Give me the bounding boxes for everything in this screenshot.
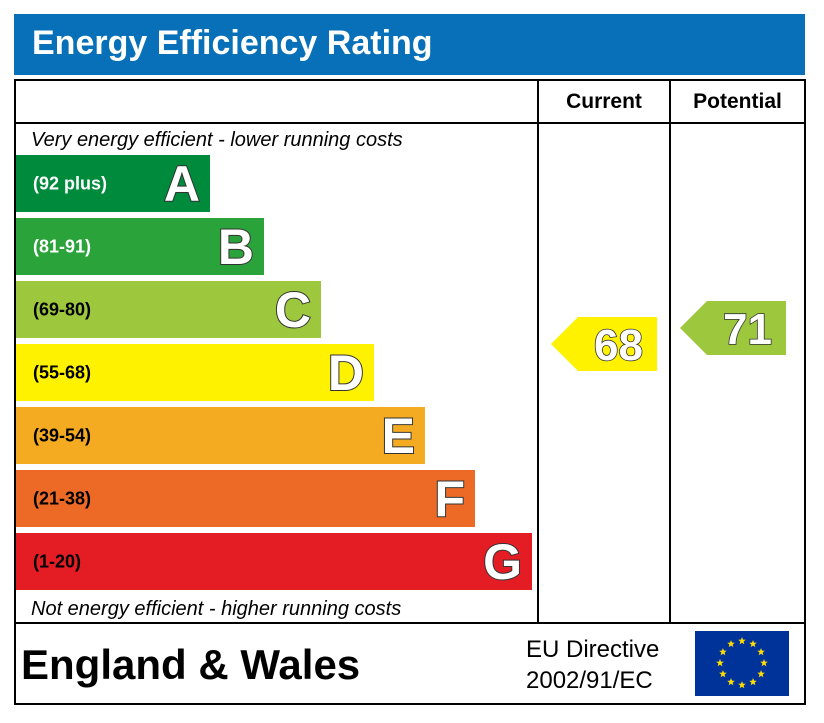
directive-line-1: EU Directive: [526, 636, 660, 663]
chart-frame: [14, 79, 806, 705]
eu-star-icon: [738, 681, 746, 689]
band-c: (69-80) C: [16, 281, 321, 338]
eu-star-icon: [727, 639, 735, 648]
eu-star-icon: [719, 648, 727, 656]
header-row-divider: [14, 122, 804, 124]
footer-country: England & Wales: [21, 641, 361, 688]
band-range-label: (39-54): [33, 425, 92, 445]
band-letter-label: B: [217, 218, 255, 275]
band-a: (92 plus) A: [16, 155, 210, 212]
eu-star-icon: [749, 639, 757, 648]
band-range-label: (81-91): [33, 236, 92, 256]
band-b: (81-91) B: [16, 218, 264, 275]
band-letter-label: F: [433, 470, 466, 527]
eu-star-icon: [757, 670, 765, 678]
eu-star-icon: [727, 678, 735, 686]
band-letter-label: C: [274, 281, 312, 338]
column-divider-right: [669, 79, 671, 624]
eu-star-icon: [738, 637, 746, 645]
column-divider-left: [537, 79, 539, 624]
column-header-potential: Potential: [693, 90, 782, 113]
note-efficient: Very energy efficient - lower running co…: [31, 129, 403, 151]
band-range-label: (21-38): [33, 488, 92, 508]
arrow-value-label: 71: [723, 305, 772, 354]
band-range-label: (69-80): [33, 299, 92, 319]
band-range-label: (1-20): [33, 551, 82, 571]
band-d: (55-68) D: [16, 344, 374, 401]
eu-flag-icon: [695, 631, 789, 696]
arrow-potential: 71: [680, 300, 786, 355]
band-g: (1-20) G: [16, 533, 532, 590]
arrow-shape: [551, 317, 657, 371]
eu-star-icon: [719, 670, 727, 678]
arrow-shape: [680, 300, 786, 355]
band-f: (21-38) F: [16, 470, 475, 527]
band-e: (39-54) E: [16, 407, 425, 464]
footer-divider: [14, 622, 804, 624]
band-range-label: (55-68): [33, 362, 92, 382]
eu-star-icon: [749, 678, 757, 686]
band-letter-label: D: [327, 344, 365, 401]
page-title: Energy Efficiency Rating: [32, 24, 433, 62]
eu-star-icon: [757, 648, 765, 656]
eu-star-icon: [716, 659, 724, 667]
footer-directive: EU Directive 2002/91/EC: [526, 634, 659, 696]
header-bar: Energy Efficiency Rating: [14, 14, 805, 75]
column-header-current: Current: [566, 90, 642, 113]
band-range-label: (92 plus): [33, 173, 108, 193]
band-letter-label: A: [163, 155, 201, 212]
eu-stars-icon: [716, 637, 768, 689]
eu-star-icon: [760, 659, 768, 667]
directive-line-2: 2002/91/EC: [526, 667, 653, 694]
arrow-current: 68: [551, 317, 657, 371]
band-letter-label: G: [482, 533, 523, 590]
arrow-value-label: 68: [594, 321, 643, 370]
band-letter-label: E: [381, 407, 416, 464]
note-inefficient: Not energy efficient - higher running co…: [31, 598, 402, 620]
